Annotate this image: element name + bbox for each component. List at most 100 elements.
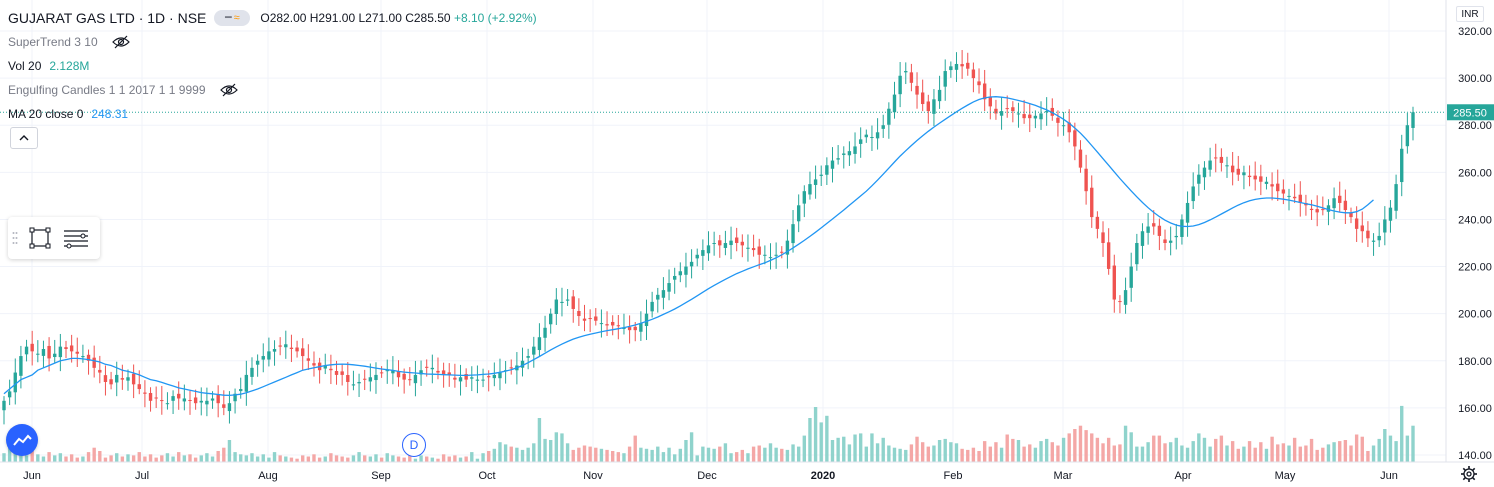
candle-body bbox=[1287, 195, 1291, 197]
candle-body bbox=[650, 301, 654, 312]
volume-bar bbox=[819, 422, 823, 462]
status-pill[interactable]: ━ ≈ bbox=[214, 10, 251, 26]
volume-bar bbox=[656, 446, 660, 462]
volume-bar bbox=[1078, 425, 1083, 462]
candle-body bbox=[244, 374, 249, 392]
rectangle-tool-button[interactable] bbox=[22, 220, 58, 256]
volume-bar bbox=[1354, 434, 1359, 462]
volume-bar bbox=[1112, 445, 1116, 462]
volume-bar bbox=[458, 457, 463, 462]
candle-body bbox=[870, 137, 874, 138]
volume-bar bbox=[853, 434, 857, 462]
volume-bar bbox=[509, 446, 513, 462]
volume-bar bbox=[69, 454, 74, 462]
price-axis[interactable]: 320.00 300.00 280.00 260.00 240.00 220.00 200.… bbox=[0, 0, 1494, 462]
volume-bar bbox=[532, 443, 536, 462]
volume-bar bbox=[549, 440, 553, 462]
dividend-marker[interactable]: D bbox=[402, 433, 426, 457]
volume-bar bbox=[391, 455, 395, 462]
collapse-legend-button[interactable] bbox=[10, 127, 38, 149]
candle-body bbox=[858, 139, 863, 144]
volume-bar bbox=[825, 415, 829, 462]
candle-body bbox=[712, 243, 716, 244]
candle-body bbox=[36, 353, 40, 355]
currency-label[interactable]: INR bbox=[1456, 6, 1484, 22]
candle-body bbox=[2, 400, 6, 411]
volume-bar bbox=[385, 453, 389, 462]
candle-body bbox=[1394, 184, 1398, 211]
candle-body bbox=[19, 356, 23, 376]
volume-bar bbox=[515, 447, 519, 462]
candle-body bbox=[1270, 184, 1274, 187]
time-tick-label: Jun bbox=[1380, 470, 1398, 482]
candle-body bbox=[193, 397, 198, 404]
volume-bar bbox=[1168, 442, 1173, 462]
eye-off-icon[interactable] bbox=[219, 83, 238, 97]
volume-bar bbox=[98, 451, 102, 462]
candle-body bbox=[419, 370, 423, 375]
supertrend-label[interactable]: SuperTrend 3 10 bbox=[8, 35, 98, 49]
volume-bar bbox=[1005, 434, 1009, 462]
volume-bar bbox=[554, 432, 559, 462]
volume-bar bbox=[30, 451, 34, 462]
supertrend-row[interactable]: SuperTrend 3 10 bbox=[8, 30, 537, 54]
candle-body bbox=[233, 393, 237, 402]
last-price-tag bbox=[1447, 104, 1494, 121]
time-tick-label: Feb bbox=[944, 470, 963, 482]
ma-row[interactable]: MA 20 close 0 248.31 bbox=[8, 102, 537, 126]
candle-body bbox=[1022, 114, 1026, 119]
volume-bar bbox=[1214, 438, 1218, 462]
volume-bar bbox=[193, 457, 198, 462]
candle-body bbox=[357, 381, 361, 384]
candle-body bbox=[154, 397, 158, 399]
lines-tool-button[interactable] bbox=[58, 220, 94, 256]
volume-bar bbox=[1343, 440, 1348, 462]
candle-body bbox=[751, 248, 756, 251]
volume-label[interactable]: Vol 20 bbox=[8, 59, 42, 73]
volume-bar bbox=[1022, 446, 1026, 462]
candle-body bbox=[1264, 181, 1269, 184]
candle-body bbox=[131, 373, 136, 385]
candle-body bbox=[672, 275, 677, 280]
candle-body bbox=[98, 369, 102, 373]
drawing-toolbar[interactable] bbox=[8, 217, 100, 259]
ma-line bbox=[3, 96, 1374, 397]
price-tick-label: 180.00 bbox=[1458, 356, 1492, 368]
candle-body bbox=[532, 346, 536, 355]
volume-bar bbox=[368, 456, 373, 462]
volume-bar bbox=[1067, 433, 1071, 462]
volume-row[interactable]: Vol 20 2.128M bbox=[8, 54, 537, 78]
eye-off-icon[interactable] bbox=[111, 35, 130, 49]
candle-body bbox=[1039, 113, 1043, 120]
candle-body bbox=[1366, 230, 1370, 239]
candle-body bbox=[453, 377, 457, 380]
ma-label[interactable]: MA 20 close 0 bbox=[8, 107, 84, 121]
time-axis[interactable]: Jun Jul Aug Sep Oct Nov Dec 2020 Feb Mar Apr May Jun bbox=[0, 461, 1494, 482]
volume-bar bbox=[1360, 436, 1364, 462]
symbol-title[interactable]: GUJARAT GAS LTD · 1D · NSE bbox=[8, 10, 207, 26]
candle-body bbox=[1354, 218, 1359, 229]
engulfing-row[interactable]: Engulfing Candles 1 1 2017 1 1 9999 bbox=[8, 78, 537, 102]
candle-body bbox=[284, 344, 288, 348]
volume-bar bbox=[594, 447, 598, 462]
candle-body bbox=[1219, 156, 1224, 163]
candle-body bbox=[1214, 157, 1218, 159]
drag-handle-icon[interactable] bbox=[8, 217, 22, 259]
volume-bar bbox=[994, 442, 998, 462]
volume-bar bbox=[982, 441, 987, 462]
candle-body bbox=[64, 347, 68, 349]
volume-bar bbox=[340, 456, 344, 462]
volume-bar bbox=[802, 435, 807, 462]
engulfing-label[interactable]: Engulfing Candles 1 1 2017 1 1 9999 bbox=[8, 83, 206, 97]
candle-body bbox=[1411, 112, 1415, 128]
volume-bar bbox=[103, 457, 108, 462]
tradingview-cloud-icon[interactable] bbox=[6, 424, 38, 456]
volume-bar bbox=[543, 438, 547, 462]
candle-body bbox=[1360, 225, 1364, 232]
gear-icon[interactable] bbox=[1460, 465, 1478, 483]
volume-bar bbox=[475, 458, 480, 462]
candle-body bbox=[977, 81, 981, 86]
candle-body bbox=[1259, 176, 1263, 182]
volume-bar bbox=[926, 446, 930, 462]
